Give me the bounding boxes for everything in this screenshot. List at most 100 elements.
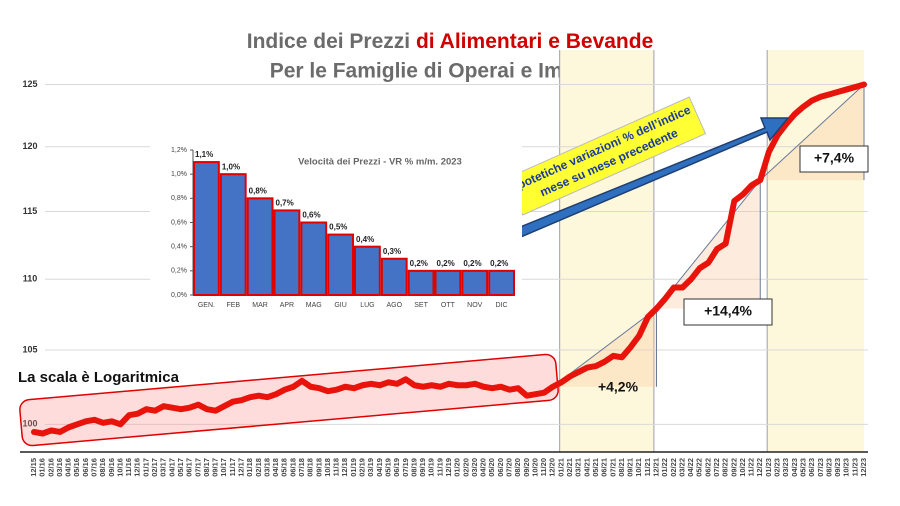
x-tick-label: 04/21 — [582, 458, 591, 477]
x-tick-label: 01/20 — [453, 458, 462, 477]
x-tick-label: 03/21 — [574, 458, 583, 477]
x-tick-label: 11/18 — [332, 458, 341, 476]
x-tick-label: 08/16 — [98, 458, 107, 477]
value-label: 1,0% — [222, 162, 240, 171]
x-tick-label: 09/17 — [211, 458, 220, 477]
x-tick-label: 01/21 — [556, 458, 565, 477]
arrow — [496, 117, 790, 246]
x-tick-label: 09/23 — [833, 458, 842, 477]
x-tick-label: 12/15 — [29, 458, 38, 477]
x-tick-label: FEB — [226, 302, 240, 309]
x-tick-label: LUG — [360, 302, 374, 309]
x-tick-label: 12/21 — [651, 458, 660, 477]
x-tick-label: 02/23 — [773, 458, 782, 477]
x-tick-label: 03/22 — [677, 458, 686, 477]
x-tick-label: 10/22 — [738, 458, 747, 477]
bar — [327, 233, 354, 296]
x-tick-label: 10/17 — [219, 458, 228, 477]
x-tick-label: 04/19 — [375, 458, 384, 477]
x-tick-label: AGO — [386, 302, 402, 309]
x-tick-label: 07/21 — [608, 458, 617, 477]
x-tick-label: 07/17 — [193, 458, 202, 477]
x-tick-label: 07/19 — [401, 458, 410, 477]
bar — [380, 257, 408, 296]
x-tick-label: DIC — [496, 302, 508, 309]
x-tick-label: 04/22 — [686, 458, 695, 477]
x-tick-label: 02/17 — [150, 458, 159, 477]
x-tick-label: 09/19 — [418, 458, 427, 477]
highlight-band — [767, 50, 864, 452]
x-tick-label: 05/23 — [798, 458, 807, 477]
x-tick-label: APR — [280, 302, 294, 309]
x-tick-label: 09/18 — [314, 458, 323, 477]
annotation: +14,4% — [704, 303, 752, 319]
x-tick-label: 02/19 — [358, 458, 367, 477]
region-box — [19, 353, 559, 447]
x-tick-label: 09/21 — [626, 458, 635, 477]
value-label: 0,3% — [383, 247, 401, 256]
x-tick-label: 04/20 — [479, 458, 488, 477]
annotation: La scala è Logaritmica — [18, 369, 180, 386]
bar — [434, 269, 462, 297]
value-label: 0,2% — [410, 259, 428, 268]
label-box — [799, 145, 869, 173]
x-tick-label: 07/18 — [297, 458, 306, 477]
x-tick-label: 05/19 — [383, 458, 392, 477]
x-tick-label: 01/23 — [764, 458, 773, 477]
value-label: 0,7% — [276, 199, 294, 208]
x-tick-label: 03/17 — [159, 458, 168, 477]
x-tick-label: 06/21 — [600, 458, 609, 477]
title-highlight: di Alimentari e Bevande — [416, 30, 653, 53]
bar — [407, 269, 435, 297]
x-tick-label: 05/21 — [591, 458, 600, 477]
x-tick-label: 01/16 — [38, 458, 47, 477]
x-tick-label: 05/22 — [695, 458, 704, 477]
x-tick-label: 12/18 — [340, 458, 349, 477]
x-tick-label: 02/21 — [565, 458, 574, 477]
x-tick-label: 06/17 — [185, 458, 194, 477]
value-label: 0,5% — [329, 223, 347, 232]
x-tick-label: 10/21 — [634, 458, 643, 477]
x-tick-label: 11/19 — [435, 458, 444, 476]
x-tick-label: 07/20 — [505, 458, 514, 477]
x-tick-label: 03/18 — [262, 458, 271, 477]
y-tick-label: 0,8% — [171, 195, 187, 202]
x-tick-label: 12/19 — [444, 458, 453, 477]
value-label: 0,2% — [490, 259, 508, 268]
x-tick-label: 08/22 — [721, 458, 730, 477]
x-tick-label: 06/19 — [392, 458, 401, 477]
x-tick-label: 01/19 — [349, 458, 358, 477]
x-tick-label: 06/22 — [703, 458, 712, 477]
x-tick-label: 09/22 — [729, 458, 738, 477]
y-tick-label: 0,2% — [171, 268, 187, 275]
x-tick-label: 07/23 — [816, 458, 825, 477]
x-tick-label: 03/20 — [470, 458, 479, 477]
x-tick-label: 04/23 — [790, 458, 799, 477]
value-label: 0,2% — [437, 259, 455, 268]
x-tick-label: 10/16 — [115, 458, 124, 477]
y-tick-label: 105 — [22, 344, 37, 354]
x-tick-label: 02/18 — [254, 458, 263, 477]
chart-subtitle: Per le Famiglie di Operai e Impiegati — [270, 60, 631, 83]
x-tick-label: 08/23 — [824, 458, 833, 477]
x-tick-label: 04/18 — [271, 458, 280, 477]
y-tick-label: 100 — [22, 419, 37, 429]
title-part: Indice dei Prezzi — [247, 30, 410, 53]
bar — [273, 209, 301, 297]
x-tick-label: 01/22 — [660, 458, 669, 477]
x-tick-label: MAG — [306, 302, 322, 309]
x-tick-label: 10/23 — [842, 458, 851, 477]
x-tick-label: 10/18 — [323, 458, 332, 477]
x-tick-label: 08/18 — [306, 458, 315, 477]
x-tick-label: 05/20 — [487, 458, 496, 477]
x-tick-label: 09/16 — [107, 458, 116, 477]
x-tick-label: 12/23 — [859, 458, 868, 477]
x-tick-label: 01/17 — [141, 458, 150, 477]
x-tick-label: 12/16 — [133, 458, 142, 477]
annotation: +7,4% — [814, 150, 855, 166]
label-box — [683, 298, 773, 326]
chart-title: Indice dei Prezzi di Alimentari e Bevand… — [247, 30, 654, 53]
x-tick-label: 06/18 — [288, 458, 297, 477]
x-tick-label: 08/17 — [202, 458, 211, 477]
